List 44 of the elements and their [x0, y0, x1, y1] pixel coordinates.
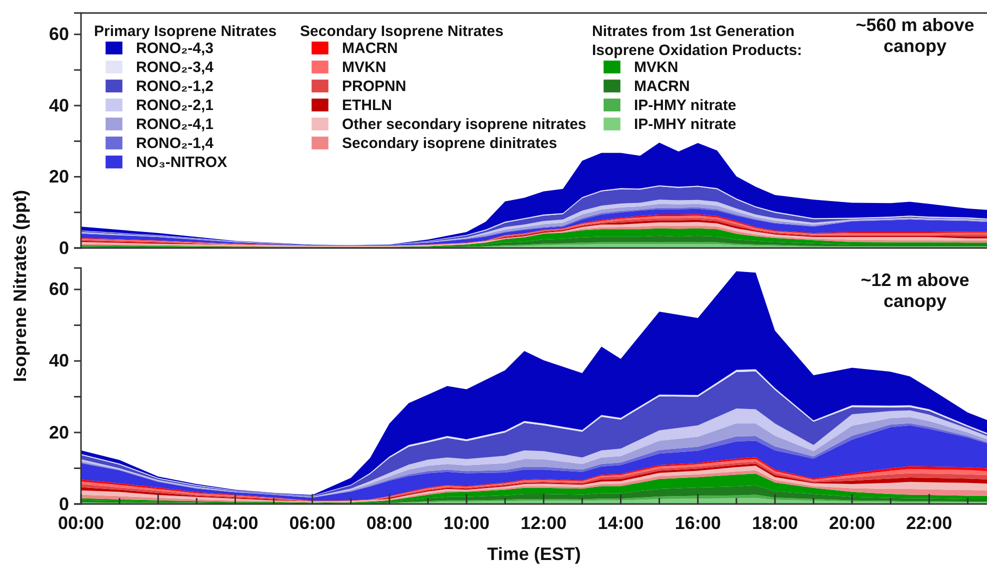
x-tick-label: 18:00 [752, 512, 798, 533]
x-tick-label: 10:00 [444, 512, 490, 533]
y-tick-label: 20 [48, 422, 69, 442]
annotation: ~560 m above canopy [856, 15, 974, 56]
x-tick-label: 12:00 [520, 512, 567, 533]
legend-label: MACRN [342, 40, 398, 57]
x-tick-label: 08:00 [366, 512, 412, 533]
x-tick-label: 00:00 [58, 512, 104, 533]
legend-label: MVKN [634, 59, 678, 76]
y-tick-label: 40 [48, 95, 69, 116]
x-tick-label: 04:00 [212, 512, 258, 533]
legend-label: Secondary isoprene dinitrates [342, 135, 558, 152]
legend-label: MVKN [342, 59, 386, 76]
y-tick-label: 0 [58, 238, 69, 258]
legend-label: RONO₂-2,1 [136, 97, 214, 114]
x-tick-label: 22:00 [906, 512, 952, 533]
annotation: Secondary Isoprene Nitrates [300, 23, 504, 40]
y-tick-label: 40 [48, 350, 69, 371]
y-tick-label: 60 [48, 279, 69, 300]
x-tick-label: 16:00 [674, 512, 721, 533]
legend-label: IP-MHY nitrate [634, 116, 736, 133]
x-tick-label: 06:00 [289, 512, 336, 533]
x-axis-title: Time (EST) [487, 544, 581, 564]
legend-label: IP-HMY nitrate [634, 97, 736, 114]
legend-label: RONO₂-3,4 [136, 59, 214, 76]
legend-label: NO₃-NITROX [136, 154, 228, 171]
y-tick-label: 60 [48, 24, 69, 44]
y-tick-label: 20 [48, 166, 69, 187]
annotation: Primary Isoprene Nitrates [94, 23, 277, 40]
legend-label: MACRN [634, 78, 690, 95]
legend-label: ETHLN [342, 97, 392, 114]
legend-label: RONO₂-4,3 [136, 40, 214, 57]
legend-label: RONO₂-1,2 [136, 78, 214, 95]
x-tick-label: 20:00 [829, 512, 876, 533]
legend-label: PROPNN [342, 78, 406, 95]
annotation: ~12 m above canopy [860, 270, 970, 311]
legend-label: RONO₂-1,4 [136, 135, 214, 152]
x-tick-label: 14:00 [598, 512, 644, 533]
annotation: Nitrates from 1st Generation Isoprene Oxidation Products: [592, 23, 802, 59]
legend-label: RONO₂-4,1 [136, 116, 214, 133]
x-tick-label: 02:00 [135, 512, 182, 533]
y-axis-title: Isoprene Nitrates (ppt) [10, 190, 30, 382]
y-tick-label: 0 [58, 494, 69, 514]
legend-label: Other secondary isoprene nitrates [342, 116, 586, 133]
